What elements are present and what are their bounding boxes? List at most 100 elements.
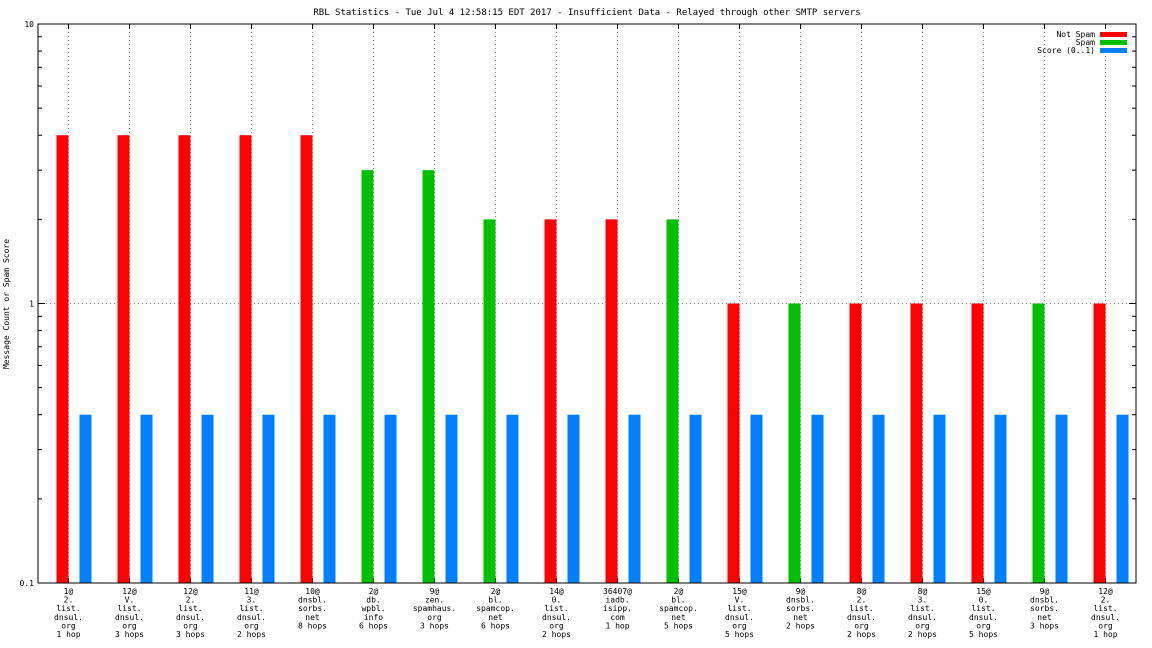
x-tick-label-line: iadb. xyxy=(605,596,629,605)
x-tick-label-line: 3 hops xyxy=(420,621,449,630)
x-tick-label-line: dnsul. xyxy=(1091,613,1120,622)
x-tick-label-line: 3 hops xyxy=(176,630,205,639)
y-tick-label: 10 xyxy=(24,20,34,29)
x-tick-label: 36407@ iadb. isipp. com 1 hop xyxy=(603,587,632,630)
x-tick-label: 12@ V. list. dnsul. org 3 hops xyxy=(115,587,144,639)
y-axis-labels: 0.1 1 10 xyxy=(20,20,35,588)
bar-score xyxy=(1055,414,1068,583)
x-tick-label-line: sorbs. xyxy=(298,604,327,613)
x-tick-label-line: dnsul. xyxy=(115,613,144,622)
x-tick-label-line: 5 hops xyxy=(725,630,754,639)
y-tick-label: 1 xyxy=(29,300,34,309)
x-tick-label-line: list. xyxy=(178,604,202,613)
x-tick-label-line: 8@ xyxy=(857,587,867,596)
x-tick-label-line: org xyxy=(122,621,137,630)
legend-label: Not Spam xyxy=(1056,30,1095,39)
x-tick-label-line: list. xyxy=(117,604,141,613)
x-tick-label-line: 2. xyxy=(857,596,867,605)
x-tick-label-line: dnsbl. xyxy=(786,596,815,605)
x-tick-label: 9@ zen. spamhaus. org 3 hops xyxy=(413,587,456,630)
x-tick-label-line: 1 hop xyxy=(56,630,80,639)
bar-score xyxy=(201,414,214,583)
bar-not-spam xyxy=(1093,303,1106,583)
y-tick-label: 0.1 xyxy=(20,579,35,588)
bar-score xyxy=(79,414,92,583)
x-tick-label: 8@ 3. list. dnsul. org 2 hops xyxy=(908,587,937,639)
bar-score xyxy=(567,414,580,583)
x-tick-label-line: spamcop. xyxy=(659,604,698,613)
x-tick-label-line: net xyxy=(793,613,808,622)
x-tick-label-line: org xyxy=(1098,621,1113,630)
x-tick-label-line: 12@ xyxy=(183,587,198,596)
bar-score xyxy=(1116,414,1129,583)
x-tick-label-line: dnsul. xyxy=(908,613,937,622)
x-tick-label-line: 14@ xyxy=(549,587,564,596)
bars xyxy=(56,135,1129,584)
x-tick-label-line: 15@ xyxy=(976,587,991,596)
bar-not-spam xyxy=(56,135,69,583)
x-tick-label: 2@ bl. spamcop. net 5 hops xyxy=(659,587,698,630)
x-tick-label-line: 9@ xyxy=(1040,587,1050,596)
x-tick-label-line: 5 hops xyxy=(969,630,998,639)
bar-spam xyxy=(361,170,374,584)
x-tick-label-line: 2. xyxy=(64,596,74,605)
x-tick-label-line: net xyxy=(488,613,503,622)
x-tick-label-line: sorbs. xyxy=(1030,604,1059,613)
x-tick-label-line: org xyxy=(244,621,259,630)
bar-score xyxy=(140,414,153,583)
x-tick-label-line: 3 hops xyxy=(1030,621,1059,630)
x-tick-label-line: sorbs. xyxy=(786,604,815,613)
x-tick-label-line: 2. xyxy=(1101,596,1111,605)
bar-score xyxy=(933,414,946,583)
x-tick-label-line: 12@ xyxy=(1098,587,1113,596)
legend-label: Score (0..1) xyxy=(1037,46,1095,55)
x-tick-label-line: org xyxy=(549,621,564,630)
bar-spam xyxy=(788,303,801,583)
x-tick-label-line: spamhaus. xyxy=(413,604,456,613)
plot-frame xyxy=(37,23,1137,584)
x-tick-label-line: 2@ xyxy=(674,587,684,596)
bar-not-spam xyxy=(605,219,618,583)
x-tick-label: 15@ V. list. dnsul. org 5 hops xyxy=(725,587,754,639)
bar-not-spam xyxy=(910,303,923,583)
x-tick-label-line: 9@ xyxy=(796,587,806,596)
x-tick-label-line: spamcop. xyxy=(476,604,515,613)
x-tick-label-line: net xyxy=(1037,613,1052,622)
x-tick-label-line: org xyxy=(854,621,869,630)
x-tick-label-line: net xyxy=(671,613,686,622)
bar-score xyxy=(811,414,824,583)
x-tick-label-line: list. xyxy=(727,604,751,613)
x-tick-label-line: 36407@ xyxy=(603,587,632,596)
x-tick-label-line: 0. xyxy=(979,596,989,605)
x-tick-label-line: dnsul. xyxy=(847,613,876,622)
bar-score xyxy=(994,414,1007,583)
bar-spam xyxy=(483,219,496,583)
x-tick-label-line: org xyxy=(183,621,198,630)
x-tick-label: 9@ dnsbl. sorbs. net 3 hops xyxy=(1030,587,1059,630)
bar-score xyxy=(506,414,519,583)
x-tick-label-line: dnsul. xyxy=(176,613,205,622)
bar-not-spam xyxy=(849,303,862,583)
bar-not-spam xyxy=(178,135,191,583)
bar-not-spam xyxy=(239,135,252,583)
bar-spam xyxy=(666,219,679,583)
x-tick-label-line: 6 hops xyxy=(481,621,510,630)
x-tick-label-line: org xyxy=(427,613,442,622)
x-tick-label-line: dnsbl. xyxy=(298,596,327,605)
x-tick-label: 2@ bl. spamcop. net 6 hops xyxy=(476,587,515,630)
x-tick-label: 15@ 0. list. dnsul. org 5 hops xyxy=(969,587,998,639)
x-tick-label-line: 3. xyxy=(918,596,928,605)
legend-label: Spam xyxy=(1076,38,1095,47)
bar-score xyxy=(262,414,275,583)
x-tick-label-line: 9@ xyxy=(430,587,440,596)
x-tick-label-line: 1 hop xyxy=(1093,630,1117,639)
x-tick-label-line: 2 hops xyxy=(237,630,266,639)
x-tick-label-line: dnsul. xyxy=(54,613,83,622)
x-tick-label-line: list. xyxy=(1093,604,1117,613)
x-tick-label-line: 2. xyxy=(186,596,196,605)
x-tick-label-line: 1@ xyxy=(64,587,74,596)
x-tick-label: 10@ dnsbl. sorbs. net 8 hops xyxy=(298,587,327,630)
x-tick-label: 1@ 2. list. dnsul. org 1 hop xyxy=(54,587,83,639)
x-tick-label-line: dnsbl. xyxy=(1030,596,1059,605)
